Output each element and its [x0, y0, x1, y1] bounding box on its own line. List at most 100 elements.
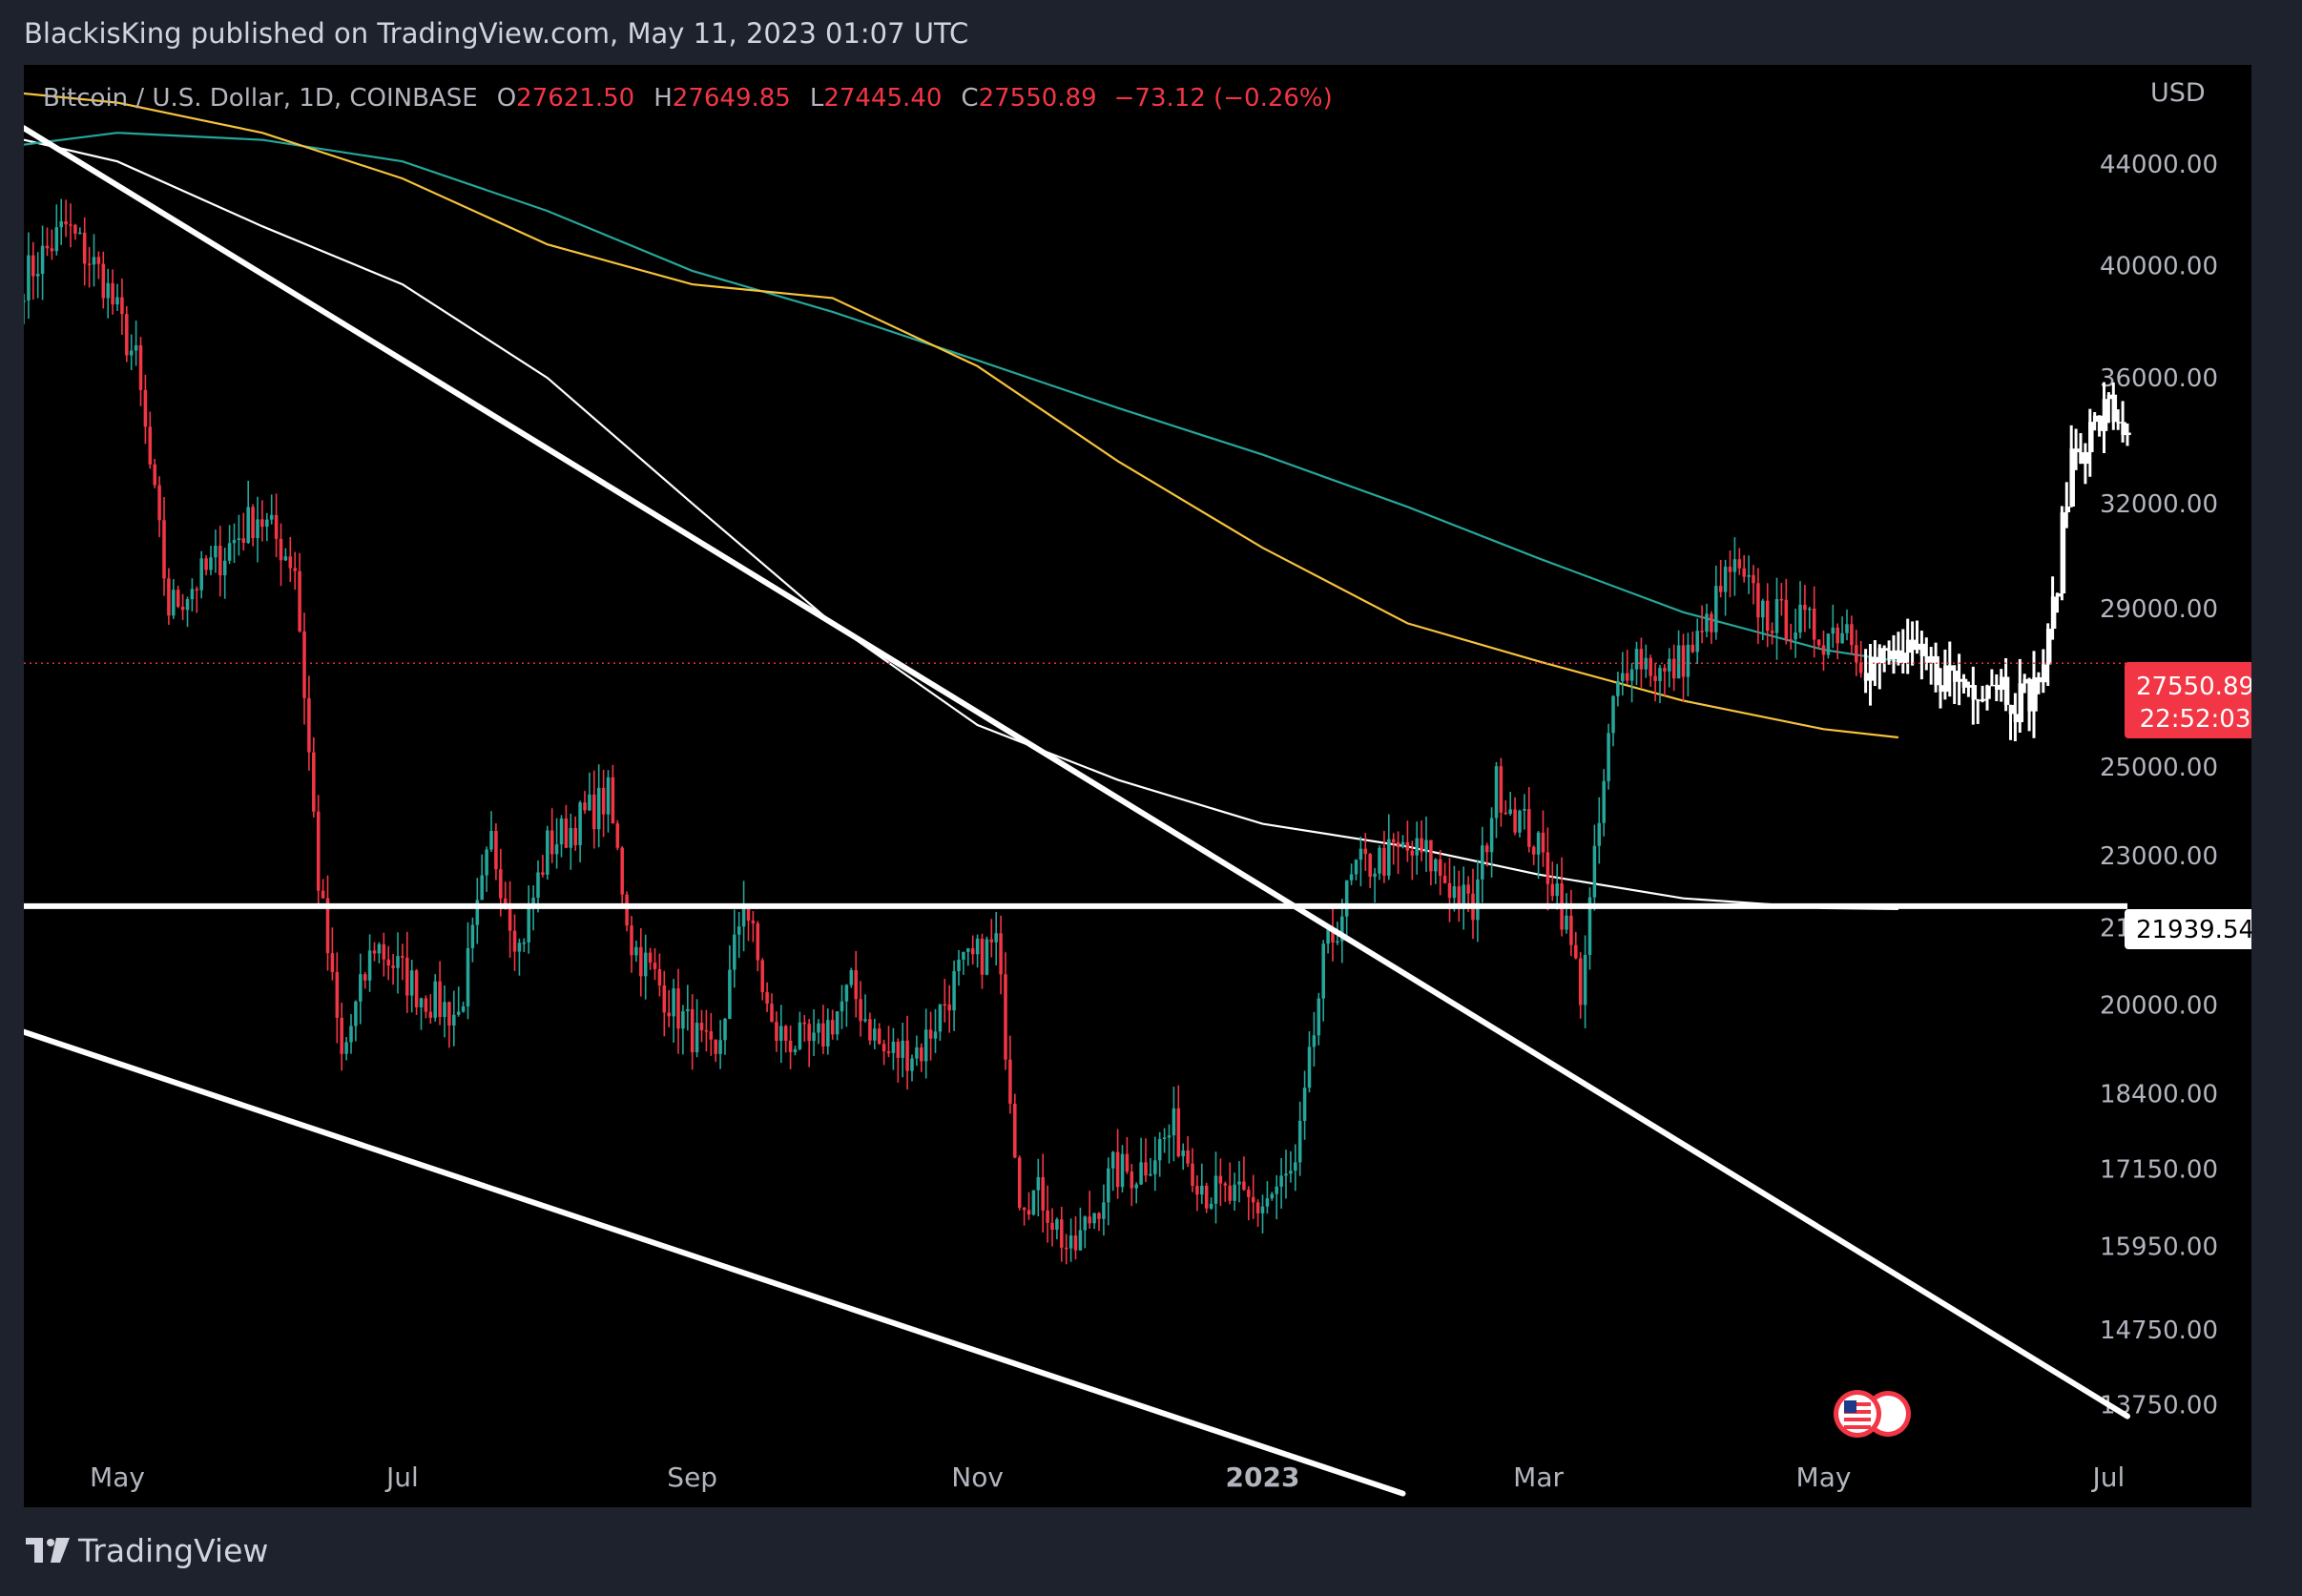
- footer: TradingView: [0, 1507, 2302, 1596]
- moving-average-line: [24, 132, 1899, 663]
- candle-body: [1092, 1213, 1096, 1224]
- candle-body: [35, 274, 40, 277]
- candle-body: [1578, 958, 1583, 1005]
- projected-candle-body: [2092, 415, 2099, 423]
- candle-body: [54, 227, 59, 252]
- projected-candle-body: [1939, 685, 1944, 693]
- candle-body: [409, 970, 414, 996]
- candle-body: [1181, 1150, 1185, 1157]
- candle-body: [1083, 1216, 1088, 1231]
- candle-body: [985, 939, 989, 975]
- candle-body: [746, 904, 751, 922]
- candle-body: [312, 752, 316, 812]
- price-chart[interactable]: 44000.00 40000.00 36000.00 32000.00 29000.00…: [24, 65, 2251, 1507]
- candle-body: [1391, 839, 1396, 842]
- candle-body: [962, 951, 965, 960]
- candle-body: [480, 875, 484, 901]
- candle-body: [1484, 845, 1489, 853]
- candle-body: [162, 520, 166, 579]
- projected-candle-body: [1877, 648, 1884, 664]
- price-tick-label: 17150.00: [2100, 1155, 2218, 1184]
- candle-body: [1326, 929, 1330, 944]
- candle-body: [1027, 1210, 1031, 1215]
- price-tick-label: 20000.00: [2100, 991, 2218, 1020]
- candle-body: [475, 900, 480, 925]
- candle-body: [886, 1051, 891, 1053]
- candle-body: [881, 1044, 886, 1052]
- candle-body: [1686, 644, 1690, 677]
- candle-body: [1204, 1185, 1209, 1209]
- candle-body: [910, 1058, 914, 1071]
- candle-body: [1307, 1047, 1312, 1088]
- candle-body: [443, 1002, 446, 1018]
- candle-body: [218, 546, 222, 576]
- candle-body: [1008, 1059, 1012, 1104]
- candle-body: [588, 794, 591, 811]
- published-by-text: BlackisKing published on TradingView.com…: [24, 17, 969, 50]
- candle-body: [485, 849, 488, 876]
- candle-body: [966, 948, 970, 952]
- currency-label[interactable]: USD: [2150, 78, 2206, 108]
- candle-body: [564, 818, 569, 848]
- candle-body: [1312, 1035, 1317, 1047]
- candle-body: [606, 777, 611, 815]
- candle-body: [1373, 873, 1377, 878]
- candle-body: [349, 1026, 353, 1043]
- candle-body: [1172, 1108, 1176, 1136]
- chart-panel[interactable]: 44000.00 40000.00 36000.00 32000.00 29000.00…: [24, 65, 2251, 1507]
- close-value: 27550.89: [978, 84, 1097, 113]
- candle-body: [765, 992, 769, 1005]
- bar-countdown: 22:52:03: [2140, 705, 2251, 734]
- candle-body: [204, 558, 208, 570]
- candle-body: [1064, 1247, 1068, 1250]
- candle-body: [1681, 645, 1686, 677]
- candles: [24, 198, 1863, 1265]
- candle-body: [1195, 1186, 1199, 1195]
- candle-body: [840, 1001, 844, 1012]
- candle-body: [316, 811, 321, 891]
- projected-candle-body: [2074, 448, 2080, 453]
- candle-body: [975, 938, 980, 955]
- candle-body: [1153, 1160, 1157, 1174]
- candle-body: [1513, 809, 1517, 833]
- candle-body: [363, 974, 367, 981]
- candle-body: [821, 1023, 825, 1047]
- projected-candle-body: [1905, 639, 1912, 653]
- candle-body: [466, 947, 470, 1006]
- symbol-legend: Bitcoin / U.S. Dollar, 1D, COINBASE O2762…: [43, 84, 1333, 113]
- candle-body: [517, 943, 522, 952]
- candle-body: [699, 1023, 704, 1030]
- candle-body: [172, 590, 176, 616]
- candle-body: [1808, 608, 1812, 611]
- candle-body: [1144, 1162, 1148, 1176]
- candle-body: [1331, 929, 1335, 943]
- candle-body: [620, 847, 624, 895]
- candle-body: [438, 981, 442, 1018]
- candle-body: [938, 1004, 943, 1032]
- projected-path: [1863, 382, 2131, 742]
- candle-body: [714, 1039, 717, 1054]
- price-tick-label: 32000.00: [2100, 490, 2218, 519]
- candle-body: [1845, 624, 1849, 633]
- projected-candle-body: [2064, 506, 2071, 513]
- candle-body: [1508, 809, 1512, 815]
- projected-candle-body: [1910, 639, 1917, 651]
- candle-body: [1784, 599, 1789, 640]
- candle-body: [835, 1011, 840, 1035]
- projected-candle-body: [1868, 656, 1875, 681]
- time-tick-label: Nov: [951, 1461, 1004, 1493]
- candle-body: [1294, 1162, 1297, 1171]
- candle-body: [915, 1047, 919, 1059]
- candle-body: [625, 894, 629, 926]
- candle-body: [1816, 639, 1821, 646]
- candle-body: [1718, 586, 1723, 592]
- us-flag-event-icon[interactable]: [1834, 1390, 1911, 1438]
- candle-body: [1536, 832, 1541, 855]
- candle-body: [456, 1011, 461, 1015]
- projected-candle-body: [1948, 665, 1954, 672]
- candle-body: [751, 921, 756, 923]
- time-axis: May Jul Sep Nov 2023 Mar May Jul: [90, 1461, 2125, 1493]
- projected-candle-body: [1957, 678, 1963, 682]
- candle-body: [1242, 1181, 1246, 1191]
- candle-body: [531, 897, 535, 904]
